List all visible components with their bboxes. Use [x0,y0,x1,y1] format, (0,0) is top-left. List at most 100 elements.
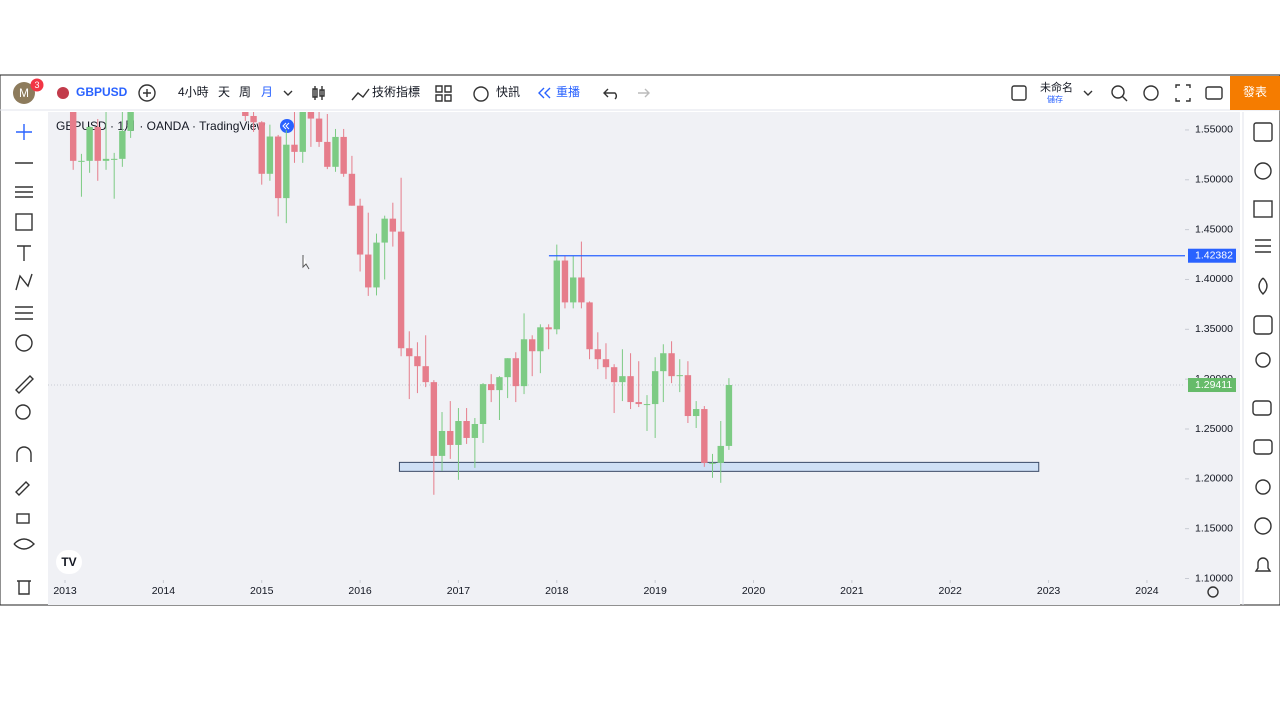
y-tick-label: 1.20000 [1195,473,1233,485]
add-icon [143,89,151,97]
candle-body [332,136,339,167]
candle-body [397,231,405,349]
snapshot[interactable] [1205,86,1223,100]
candle-body [414,356,421,367]
ruler[interactable] [15,375,34,394]
candle-body [127,112,134,131]
fib-tool[interactable] [15,186,33,198]
sidebar [1252,122,1273,572]
text-tool[interactable] [17,245,31,261]
layouts[interactable] [435,85,452,102]
search[interactable] [1111,85,1125,99]
cursor [302,255,310,270]
settings[interactable] [1143,85,1159,101]
messages[interactable] [1253,439,1273,455]
support-zone [398,461,1040,472]
candle-body [660,353,667,372]
layout-menu[interactable] [1083,90,1093,96]
candle-body [250,115,257,123]
candle-body [381,218,388,243]
candle-body [512,358,519,387]
axis-settings[interactable] [1207,586,1219,598]
candle-body [701,409,708,463]
avatar[interactable] [13,82,35,104]
lock-drawing[interactable] [15,481,30,496]
x-tick-label: 2020 [742,585,766,597]
y-tick-label: 1.50000 [1195,174,1233,186]
chart-type[interactable] [312,86,325,100]
replay[interactable]: 重播 [556,85,580,99]
x-tick-label: 2017 [447,585,471,597]
news[interactable] [1253,200,1273,218]
candle-body [504,358,511,378]
y-tick-label: 1.35000 [1195,323,1233,335]
candle-body [496,377,503,391]
candle-body [299,112,306,152]
pattern-tool[interactable] [15,273,33,291]
alert-icon [473,86,489,102]
streams[interactable] [1254,517,1272,535]
trash[interactable] [17,580,31,595]
save[interactable]: 儲存 [1047,94,1063,104]
layout-name[interactable]: 未命名 [1040,80,1073,94]
collapse-legend[interactable] [280,119,294,133]
hotlists[interactable] [1258,277,1268,295]
interval[interactable]: 周 [239,85,251,99]
alerts[interactable]: 快訊 [496,84,520,99]
y-tick-label: 1.25000 [1195,423,1233,435]
candle-body [226,22,232,59]
indicators-icon [351,88,370,101]
notifications[interactable] [1254,557,1272,572]
search-handle [1121,95,1128,102]
undo[interactable] [603,88,617,100]
cross-tool[interactable] [16,124,32,140]
lock[interactable] [16,513,30,524]
candle-body [529,339,536,352]
candle-body [144,43,150,77]
ideas[interactable] [1255,352,1271,368]
symbol[interactable]: GBPUSD [76,85,128,99]
publish-button[interactable] [1230,76,1280,110]
prediction-tool[interactable] [15,306,33,320]
zoom[interactable] [15,404,31,420]
candle-body [463,421,470,438]
magnet[interactable] [16,446,32,462]
alerts-panel[interactable] [1254,162,1272,180]
candle-body [119,130,126,159]
chats[interactable] [1252,400,1272,416]
interval-menu[interactable] [283,90,293,96]
candle-body [177,5,183,13]
candle-body [561,260,569,303]
x-tick-label: 2022 [939,585,963,597]
tv-logo [56,550,82,574]
candle-body [291,144,298,152]
candle-body [283,144,290,199]
interval[interactable]: 4小時 [178,85,209,99]
add-symbol[interactable] [138,84,156,102]
fullscreen[interactable] [1175,84,1191,102]
redo[interactable] [638,88,650,98]
badge [30,78,44,92]
watchlist[interactable] [1253,122,1273,142]
indicators[interactable]: 技術指標 [372,84,420,99]
candle-body [201,0,207,6]
candle-body [193,0,199,6]
candle-body [373,242,380,288]
candle-body [684,375,692,417]
candle-body [78,160,85,162]
candle-body [274,136,282,199]
icon-tool[interactable] [15,334,33,352]
replay-icon [538,87,551,99]
tips[interactable] [1255,479,1271,495]
candle-body [553,260,560,330]
calendar[interactable] [1253,315,1273,335]
interval-active[interactable]: 月 [261,85,273,99]
shape-tool[interactable] [15,213,33,231]
data-window[interactable] [1255,239,1271,253]
symbol-flag [57,87,69,99]
visibility[interactable] [13,538,35,550]
interval[interactable]: 天 [218,85,230,99]
candle-body [709,462,716,464]
candle-body [438,430,446,456]
layout-icon[interactable] [1011,85,1027,101]
